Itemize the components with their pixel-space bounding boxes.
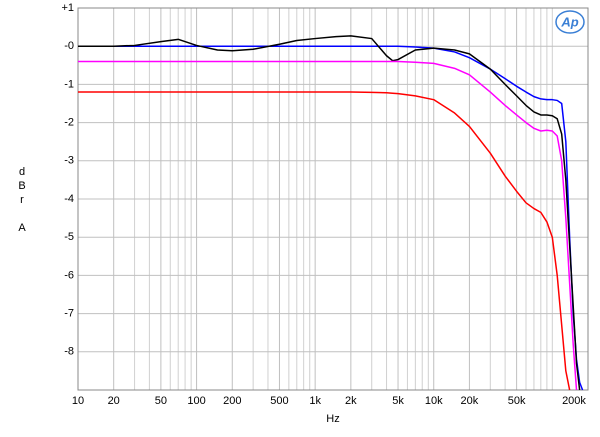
y-tick-label: -5	[64, 231, 74, 243]
x-tick-label: 10	[72, 395, 84, 407]
x-tick-label: 20	[108, 395, 120, 407]
y-tick-label: -8	[64, 346, 74, 358]
x-tick-label: 100	[187, 395, 205, 407]
y-tick-label: -0	[64, 40, 74, 52]
logo: Ap	[560, 14, 578, 29]
series-line	[78, 91, 571, 391]
x-tick-label: 5k	[392, 395, 404, 407]
y-tick-label: -6	[64, 269, 74, 281]
logo-ring	[555, 10, 585, 34]
series-line	[78, 45, 584, 391]
y-tick-label: -4	[64, 193, 74, 205]
y-tick-label: -2	[64, 117, 74, 129]
x-tick-label: 20k	[461, 395, 479, 407]
series-line	[78, 35, 581, 391]
y-tick-label: -7	[64, 308, 74, 320]
x-tick-label: 200k	[562, 395, 586, 407]
x-tick-label: 50k	[508, 395, 526, 407]
x-tick-label: 10k	[425, 395, 443, 407]
y-tick-label: -3	[64, 155, 74, 167]
series-line	[78, 60, 578, 391]
x-tick-label: 2k	[345, 395, 357, 407]
x-tick-label: 200	[223, 395, 241, 407]
x-tick-label: 500	[270, 395, 288, 407]
y-tick-label: +1	[61, 2, 74, 14]
y-tick-label: -1	[64, 78, 74, 90]
x-axis-label: Hz	[326, 413, 339, 425]
plot-border	[77, 7, 589, 391]
x-tick-label: 1k	[309, 395, 321, 407]
x-tick-label: 50	[155, 395, 167, 407]
